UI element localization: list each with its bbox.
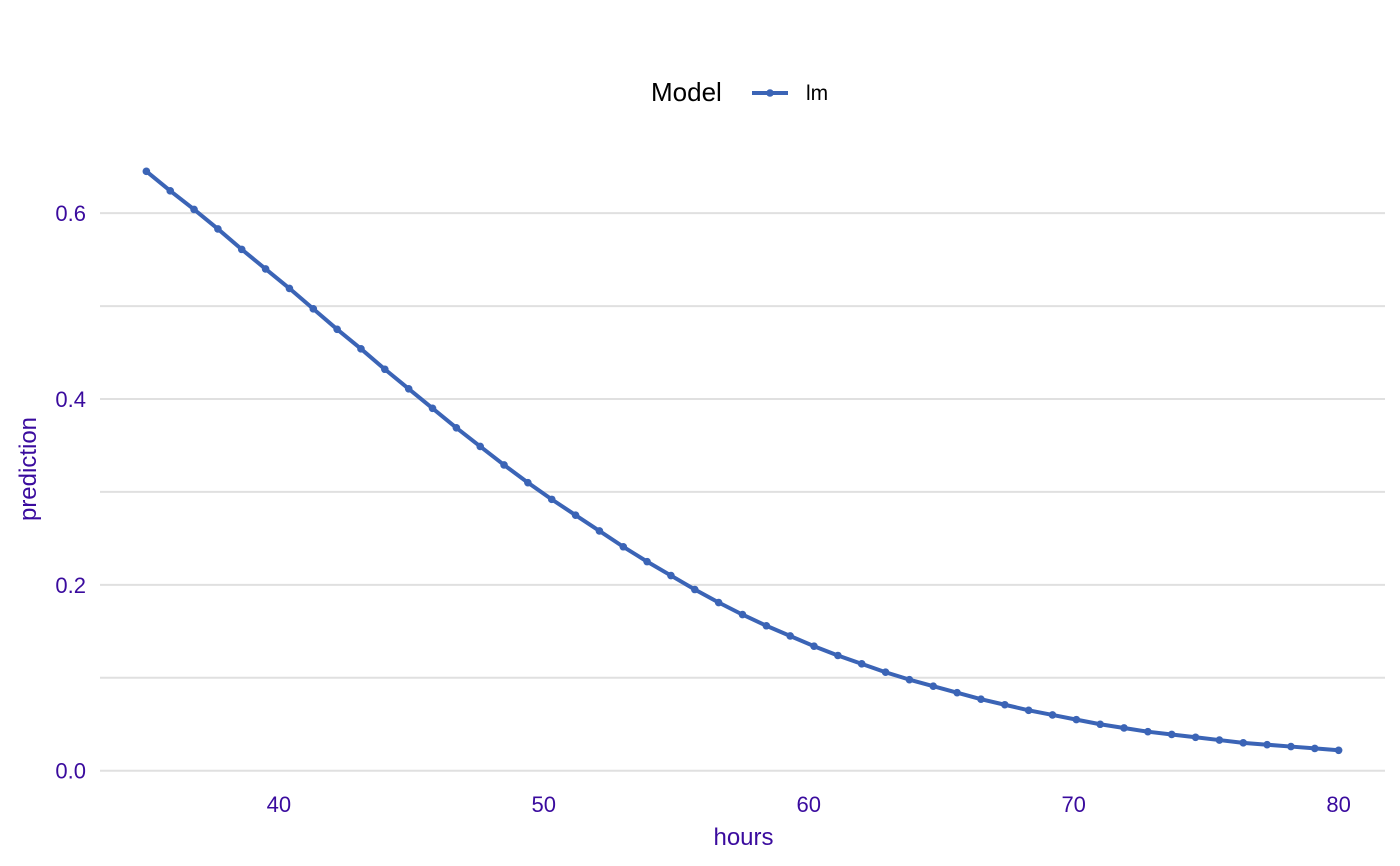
data-point — [142, 167, 151, 176]
data-point — [929, 682, 938, 690]
data-point — [1000, 700, 1009, 709]
y-tick-label: 0.4 — [55, 387, 86, 412]
data-point — [428, 404, 437, 413]
data-point — [237, 245, 246, 254]
series-line-lm — [144, 169, 1341, 753]
data-point — [452, 424, 461, 432]
data-point — [953, 688, 961, 697]
data-point — [1334, 746, 1343, 755]
y-axis-ticks: 0.0 0.2 0.4 0.6 — [55, 201, 86, 784]
y-tick-label: 0.2 — [55, 573, 86, 598]
data-point — [1239, 739, 1248, 747]
data-point — [691, 585, 699, 594]
data-point — [714, 598, 723, 607]
data-point — [810, 642, 818, 650]
data-point — [190, 205, 198, 214]
data-point — [381, 365, 389, 374]
data-point — [1024, 706, 1033, 715]
x-tick-label: 50 — [532, 792, 556, 817]
y-tick-label: 0.0 — [55, 759, 86, 784]
data-point — [786, 632, 794, 640]
x-tick-label: 40 — [267, 792, 291, 817]
data-point — [1263, 740, 1271, 749]
data-point — [977, 695, 985, 703]
data-point — [595, 527, 604, 535]
data-point — [619, 542, 628, 551]
data-point — [1120, 724, 1128, 732]
x-tick-label: 60 — [796, 792, 820, 817]
legend-key-point — [766, 89, 774, 97]
data-point — [738, 610, 747, 619]
data-point — [643, 557, 651, 566]
data-point — [333, 325, 341, 334]
data-point — [762, 621, 771, 630]
data-point — [404, 384, 413, 393]
data-point — [500, 461, 508, 469]
data-point — [1048, 711, 1057, 719]
data-point — [667, 571, 675, 580]
gridlines — [100, 212, 1385, 772]
data-point — [547, 495, 556, 504]
y-tick-label: 0.6 — [55, 201, 86, 226]
data-point — [476, 442, 485, 451]
x-tick-label: 80 — [1326, 792, 1350, 817]
data-point — [214, 225, 222, 233]
data-point — [1310, 744, 1319, 753]
data-point — [1287, 742, 1295, 751]
legend-title: Model — [651, 77, 722, 107]
data-point — [1096, 720, 1104, 729]
data-point — [357, 345, 365, 353]
legend: Model lm — [651, 77, 828, 107]
series-lm — [142, 167, 1343, 755]
data-point — [524, 478, 532, 487]
data-point — [881, 668, 890, 677]
data-point — [309, 305, 318, 313]
data-point — [1144, 727, 1152, 736]
data-point — [1191, 733, 1200, 742]
data-point — [285, 284, 294, 293]
x-axis-ticks: 40 50 60 70 80 — [267, 792, 1351, 817]
data-point — [857, 660, 866, 668]
data-point — [166, 187, 175, 195]
data-point — [571, 511, 580, 519]
x-tick-label: 70 — [1061, 792, 1085, 817]
legend-label-lm: lm — [806, 82, 828, 105]
data-point — [1072, 715, 1081, 724]
data-point — [1167, 730, 1176, 739]
y-axis-title: prediction — [15, 417, 42, 521]
data-point — [905, 675, 914, 684]
data-point — [1215, 736, 1224, 744]
x-axis-title: hours — [713, 824, 773, 851]
data-point — [261, 265, 270, 273]
data-point — [834, 651, 842, 660]
